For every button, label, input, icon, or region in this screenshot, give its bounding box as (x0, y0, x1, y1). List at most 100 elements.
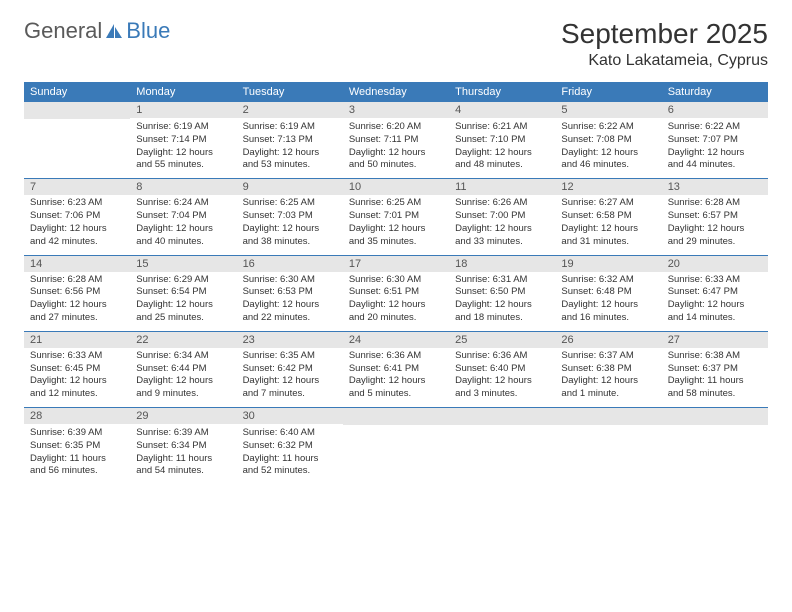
day-cell: Sunrise: 6:27 AMSunset: 6:58 PMDaylight:… (555, 195, 661, 255)
sunset-line: Sunset: 7:00 PM (455, 210, 549, 223)
day-details (449, 425, 555, 479)
day-cell: 26 (555, 332, 661, 348)
sunrise-line: Sunrise: 6:36 AM (349, 350, 443, 363)
sunset-line: Sunset: 7:04 PM (136, 210, 230, 223)
week-daynum-row: 14151617181920 (24, 256, 768, 272)
day-number-empty (662, 408, 768, 425)
day-cell: 22 (130, 332, 236, 348)
sunset-line: Sunset: 6:53 PM (243, 286, 337, 299)
sunrise-line: Sunrise: 6:26 AM (455, 197, 549, 210)
day-header-monday: Monday (130, 82, 236, 102)
day-number: 3 (343, 102, 449, 118)
day-cell (343, 408, 449, 425)
sunset-line: Sunset: 7:13 PM (243, 134, 337, 147)
sunrise-line: Sunrise: 6:25 AM (243, 197, 337, 210)
day-details: Sunrise: 6:33 AMSunset: 6:47 PMDaylight:… (662, 272, 768, 331)
daylight-line: Daylight: 12 hours and 27 minutes. (30, 299, 124, 325)
day-number: 18 (449, 256, 555, 272)
week-body-row: Sunrise: 6:23 AMSunset: 7:06 PMDaylight:… (24, 195, 768, 255)
daylight-line: Daylight: 12 hours and 16 minutes. (561, 299, 655, 325)
day-details: Sunrise: 6:29 AMSunset: 6:54 PMDaylight:… (130, 272, 236, 331)
sunset-line: Sunset: 7:03 PM (243, 210, 337, 223)
header: General Blue September 2025 Kato Lakatam… (24, 18, 768, 70)
week-daynum-row: 78910111213 (24, 179, 768, 195)
day-cell: 18 (449, 256, 555, 272)
day-cell: Sunrise: 6:36 AMSunset: 6:41 PMDaylight:… (343, 348, 449, 408)
day-details: Sunrise: 6:39 AMSunset: 6:35 PMDaylight:… (24, 425, 130, 484)
day-number: 9 (237, 179, 343, 195)
sunrise-line: Sunrise: 6:32 AM (561, 274, 655, 287)
day-details: Sunrise: 6:38 AMSunset: 6:37 PMDaylight:… (662, 348, 768, 407)
daylight-line: Daylight: 12 hours and 53 minutes. (243, 147, 337, 173)
day-number: 11 (449, 179, 555, 195)
sunset-line: Sunset: 7:11 PM (349, 134, 443, 147)
sunset-line: Sunset: 7:01 PM (349, 210, 443, 223)
week-body-row: Sunrise: 6:39 AMSunset: 6:35 PMDaylight:… (24, 425, 768, 484)
week-body-row: Sunrise: 6:33 AMSunset: 6:45 PMDaylight:… (24, 348, 768, 408)
week-daynum-row: 123456 (24, 102, 768, 119)
day-cell (662, 408, 768, 425)
day-cell: 4 (449, 102, 555, 119)
day-cell: 23 (237, 332, 343, 348)
day-cell: Sunrise: 6:24 AMSunset: 7:04 PMDaylight:… (130, 195, 236, 255)
day-cell: 5 (555, 102, 661, 119)
sunrise-line: Sunrise: 6:39 AM (30, 427, 124, 440)
day-details: Sunrise: 6:32 AMSunset: 6:48 PMDaylight:… (555, 272, 661, 331)
day-cell: 6 (662, 102, 768, 119)
day-number: 5 (555, 102, 661, 118)
day-cell: Sunrise: 6:35 AMSunset: 6:42 PMDaylight:… (237, 348, 343, 408)
daylight-line: Daylight: 12 hours and 18 minutes. (455, 299, 549, 325)
day-header-tuesday: Tuesday (237, 82, 343, 102)
daylight-line: Daylight: 12 hours and 31 minutes. (561, 223, 655, 249)
day-cell: 21 (24, 332, 130, 348)
sunrise-line: Sunrise: 6:24 AM (136, 197, 230, 210)
sunset-line: Sunset: 6:56 PM (30, 286, 124, 299)
daylight-line: Daylight: 12 hours and 48 minutes. (455, 147, 549, 173)
day-number: 8 (130, 179, 236, 195)
day-number: 25 (449, 332, 555, 348)
sunrise-line: Sunrise: 6:40 AM (243, 427, 337, 440)
day-cell: 9 (237, 179, 343, 195)
day-number: 17 (343, 256, 449, 272)
day-cell: Sunrise: 6:20 AMSunset: 7:11 PMDaylight:… (343, 119, 449, 179)
day-cell: 12 (555, 179, 661, 195)
day-details: Sunrise: 6:24 AMSunset: 7:04 PMDaylight:… (130, 195, 236, 254)
sunrise-line: Sunrise: 6:25 AM (349, 197, 443, 210)
day-cell: Sunrise: 6:22 AMSunset: 7:07 PMDaylight:… (662, 119, 768, 179)
day-cell: Sunrise: 6:32 AMSunset: 6:48 PMDaylight:… (555, 272, 661, 332)
day-cell (343, 425, 449, 484)
day-number: 1 (130, 102, 236, 118)
day-details: Sunrise: 6:34 AMSunset: 6:44 PMDaylight:… (130, 348, 236, 407)
day-header-sunday: Sunday (24, 82, 130, 102)
sunset-line: Sunset: 7:14 PM (136, 134, 230, 147)
day-cell: Sunrise: 6:25 AMSunset: 7:01 PMDaylight:… (343, 195, 449, 255)
title-block: September 2025 Kato Lakatameia, Cyprus (561, 18, 768, 70)
day-cell: 29 (130, 408, 236, 425)
daylight-line: Daylight: 12 hours and 12 minutes. (30, 375, 124, 401)
sunrise-line: Sunrise: 6:35 AM (243, 350, 337, 363)
day-cell: Sunrise: 6:19 AMSunset: 7:14 PMDaylight:… (130, 119, 236, 179)
day-cell: Sunrise: 6:30 AMSunset: 6:53 PMDaylight:… (237, 272, 343, 332)
day-cell: Sunrise: 6:33 AMSunset: 6:45 PMDaylight:… (24, 348, 130, 408)
day-cell: Sunrise: 6:23 AMSunset: 7:06 PMDaylight:… (24, 195, 130, 255)
day-cell: 14 (24, 256, 130, 272)
day-cell: 20 (662, 256, 768, 272)
location-label: Kato Lakatameia, Cyprus (561, 52, 768, 70)
day-details: Sunrise: 6:27 AMSunset: 6:58 PMDaylight:… (555, 195, 661, 254)
daylight-line: Daylight: 12 hours and 20 minutes. (349, 299, 443, 325)
daylight-line: Daylight: 12 hours and 29 minutes. (668, 223, 762, 249)
daylight-line: Daylight: 12 hours and 50 minutes. (349, 147, 443, 173)
month-title: September 2025 (561, 18, 768, 50)
sunset-line: Sunset: 6:45 PM (30, 363, 124, 376)
day-cell: 15 (130, 256, 236, 272)
sunrise-line: Sunrise: 6:23 AM (30, 197, 124, 210)
day-number: 26 (555, 332, 661, 348)
day-details: Sunrise: 6:26 AMSunset: 7:00 PMDaylight:… (449, 195, 555, 254)
sunrise-line: Sunrise: 6:19 AM (136, 121, 230, 134)
day-cell: Sunrise: 6:22 AMSunset: 7:08 PMDaylight:… (555, 119, 661, 179)
day-details: Sunrise: 6:20 AMSunset: 7:11 PMDaylight:… (343, 119, 449, 178)
day-cell: Sunrise: 6:28 AMSunset: 6:56 PMDaylight:… (24, 272, 130, 332)
week-body-row: Sunrise: 6:28 AMSunset: 6:56 PMDaylight:… (24, 272, 768, 332)
sunset-line: Sunset: 6:42 PM (243, 363, 337, 376)
sunrise-line: Sunrise: 6:22 AM (561, 121, 655, 134)
